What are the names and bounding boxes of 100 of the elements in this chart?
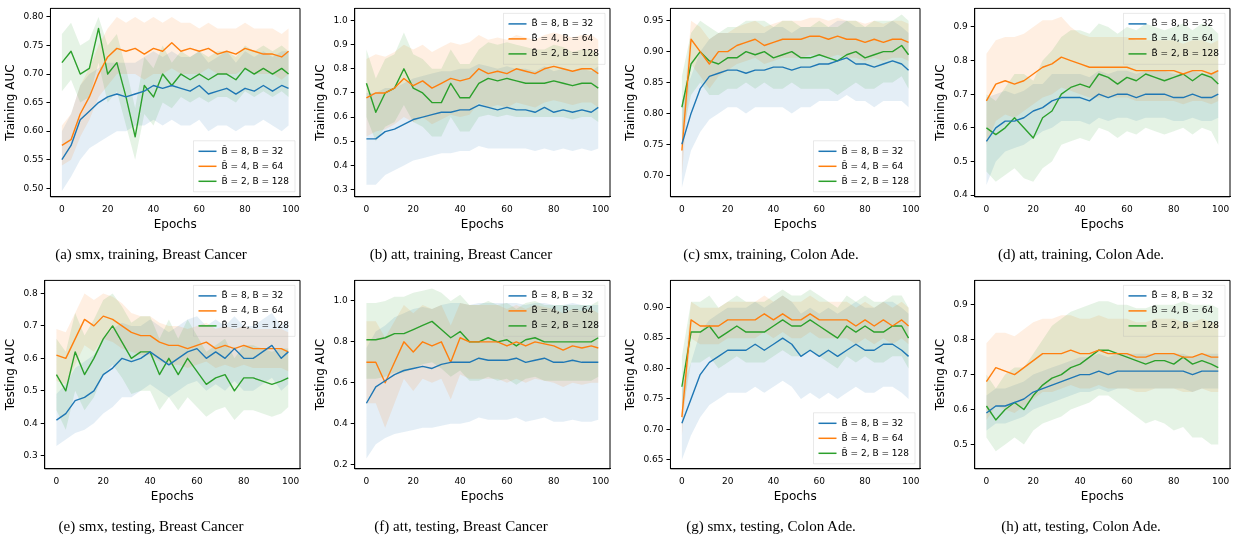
y-tick-label: 0.65 <box>643 454 664 465</box>
x-tick-label: 80 <box>1168 203 1180 214</box>
x-tick-label: 40 <box>767 203 780 214</box>
text: (d) att, training, Colon Ade. <box>997 245 1165 263</box>
y-axis-title: Training AUC <box>623 64 638 142</box>
x-axis-title: Epochs <box>1080 216 1124 231</box>
text: (c) smx, training, Colon Ade. <box>683 245 859 263</box>
y-axis-title: Testing AUC <box>933 338 948 412</box>
legend-label: B̂ = 2, B = 128 <box>221 175 290 186</box>
x-tick-label: 0 <box>679 475 686 486</box>
x-tick-label: 40 <box>454 203 467 214</box>
x-axis-title: Epochs <box>773 216 817 231</box>
y-axis-title: Testing AUC <box>313 338 328 412</box>
y-tick-label: 0.6 <box>953 122 968 133</box>
x-tick-label: 20 <box>407 203 420 214</box>
y-tick-label: 0.90 <box>643 45 664 56</box>
legend-label: B̂ = 8, B = 32 <box>1151 17 1214 29</box>
y-tick-label: 0.90 <box>643 302 664 313</box>
y-tick-label: 0.80 <box>643 107 664 118</box>
y-axis-title: Training AUC <box>3 64 18 142</box>
legend-label: B̂ = 4, B = 64 <box>1151 304 1214 316</box>
legend-label: B̂ = 2, B = 128 <box>1151 319 1220 331</box>
y-tick-label: 0.7 <box>953 88 968 99</box>
legend-label: B̂ = 8, B = 32 <box>531 289 594 301</box>
y-tick-label: 0.7 <box>953 368 968 379</box>
x-tick-label: 80 <box>548 475 560 486</box>
y-tick-label: 0.50 <box>23 182 44 193</box>
x-tick-label: 40 <box>147 203 160 214</box>
x-tick-label: 20 <box>1027 475 1040 486</box>
legend-label: B̂ = 2, B = 128 <box>841 447 910 458</box>
y-tick-label: 0.5 <box>23 385 38 396</box>
x-tick-label: 100 <box>902 203 920 214</box>
text: (b) att, training, Breast Cancer <box>369 245 553 263</box>
y-tick-label: 0.3 <box>333 183 348 194</box>
y-tick-label: 0.7 <box>23 320 38 331</box>
legend-label: B̂ = 2, B = 128 <box>531 319 600 331</box>
x-tick-label: 0 <box>679 203 686 214</box>
y-tick-label: 0.9 <box>953 299 968 310</box>
x-tick-label: 40 <box>1074 475 1087 486</box>
y-tick-label: 0.60 <box>23 125 44 136</box>
legend-label: B̂ = 2, B = 128 <box>1151 47 1220 59</box>
text: (a) smx, training, Breast Cancer <box>55 245 247 263</box>
x-tick-label: 60 <box>501 203 513 214</box>
y-tick-label: 0.5 <box>953 438 968 449</box>
text: (e) smx, testing, Breast Cancer <box>58 517 244 535</box>
text: (h) att, testing, Colon Ade. <box>1001 517 1161 535</box>
y-tick-label: 0.4 <box>953 189 968 200</box>
x-tick-label: 60 <box>501 475 513 486</box>
y-tick-label: 0.75 <box>643 393 664 404</box>
y-tick-label: 0.6 <box>953 403 968 414</box>
legend-label: B̂ = 8, B = 32 <box>841 417 904 428</box>
x-tick-label: 40 <box>454 475 467 486</box>
legend-label: B̂ = 4, B = 64 <box>841 432 904 443</box>
x-tick-label: 80 <box>238 475 250 486</box>
y-tick-label: 0.80 <box>643 362 664 373</box>
y-tick-label: 0.5 <box>333 135 348 146</box>
x-tick-label: 100 <box>902 475 920 486</box>
y-tick-label: 0.7 <box>333 87 348 98</box>
y-tick-label: 0.2 <box>333 459 348 470</box>
x-tick-label: 60 <box>813 475 826 486</box>
y-tick-label: 0.8 <box>953 54 968 65</box>
y-tick-label: 0.8 <box>333 63 348 74</box>
x-tick-label: 20 <box>721 475 734 486</box>
x-tick-label: 80 <box>1168 475 1180 486</box>
legend-label: B̂ = 4, B = 64 <box>221 160 284 171</box>
x-tick-label: 0 <box>363 203 370 214</box>
x-tick-label: 80 <box>859 475 872 486</box>
legend-label: B̂ = 2, B = 128 <box>841 175 910 186</box>
y-tick-label: 0.80 <box>23 11 44 22</box>
y-tick-label: 0.75 <box>23 39 44 50</box>
y-tick-label: 0.8 <box>333 336 348 347</box>
x-tick-label: 0 <box>53 475 60 486</box>
y-axis-title: Testing AUC <box>623 338 638 412</box>
legend-label: B̂ = 4, B = 64 <box>1151 32 1214 44</box>
y-tick-label: 0.8 <box>23 287 38 298</box>
x-tick-label: 60 <box>813 203 826 214</box>
x-tick-label: 60 <box>1121 203 1133 214</box>
x-tick-label: 20 <box>407 475 420 486</box>
x-tick-label: 80 <box>548 203 560 214</box>
y-tick-label: 0.3 <box>23 450 38 461</box>
text: (g) smx, testing, Colon Ade. <box>686 517 856 535</box>
y-tick-label: 0.4 <box>23 417 38 428</box>
x-tick-label: 20 <box>1027 203 1040 214</box>
y-tick-label: 0.8 <box>953 334 968 345</box>
y-tick-label: 0.85 <box>643 332 664 343</box>
x-tick-label: 0 <box>363 475 370 486</box>
x-tick-label: 0 <box>983 475 990 486</box>
text: (f) att, testing, Breast Cancer <box>374 517 548 535</box>
x-tick-label: 20 <box>97 475 110 486</box>
x-axis-title: Epochs <box>150 488 194 503</box>
x-tick-label: 100 <box>282 475 300 486</box>
legend-label: B̂ = 8, B = 32 <box>221 145 284 156</box>
y-tick-label: 0.70 <box>643 169 664 180</box>
y-tick-label: 0.70 <box>23 68 44 79</box>
y-tick-label: 0.75 <box>643 138 664 149</box>
x-tick-label: 0 <box>59 203 66 214</box>
x-axis-title: Epochs <box>1080 488 1124 503</box>
y-axis-title: Training AUC <box>933 64 948 142</box>
x-tick-label: 100 <box>1212 203 1230 214</box>
y-axis-title: Training AUC <box>313 64 328 142</box>
